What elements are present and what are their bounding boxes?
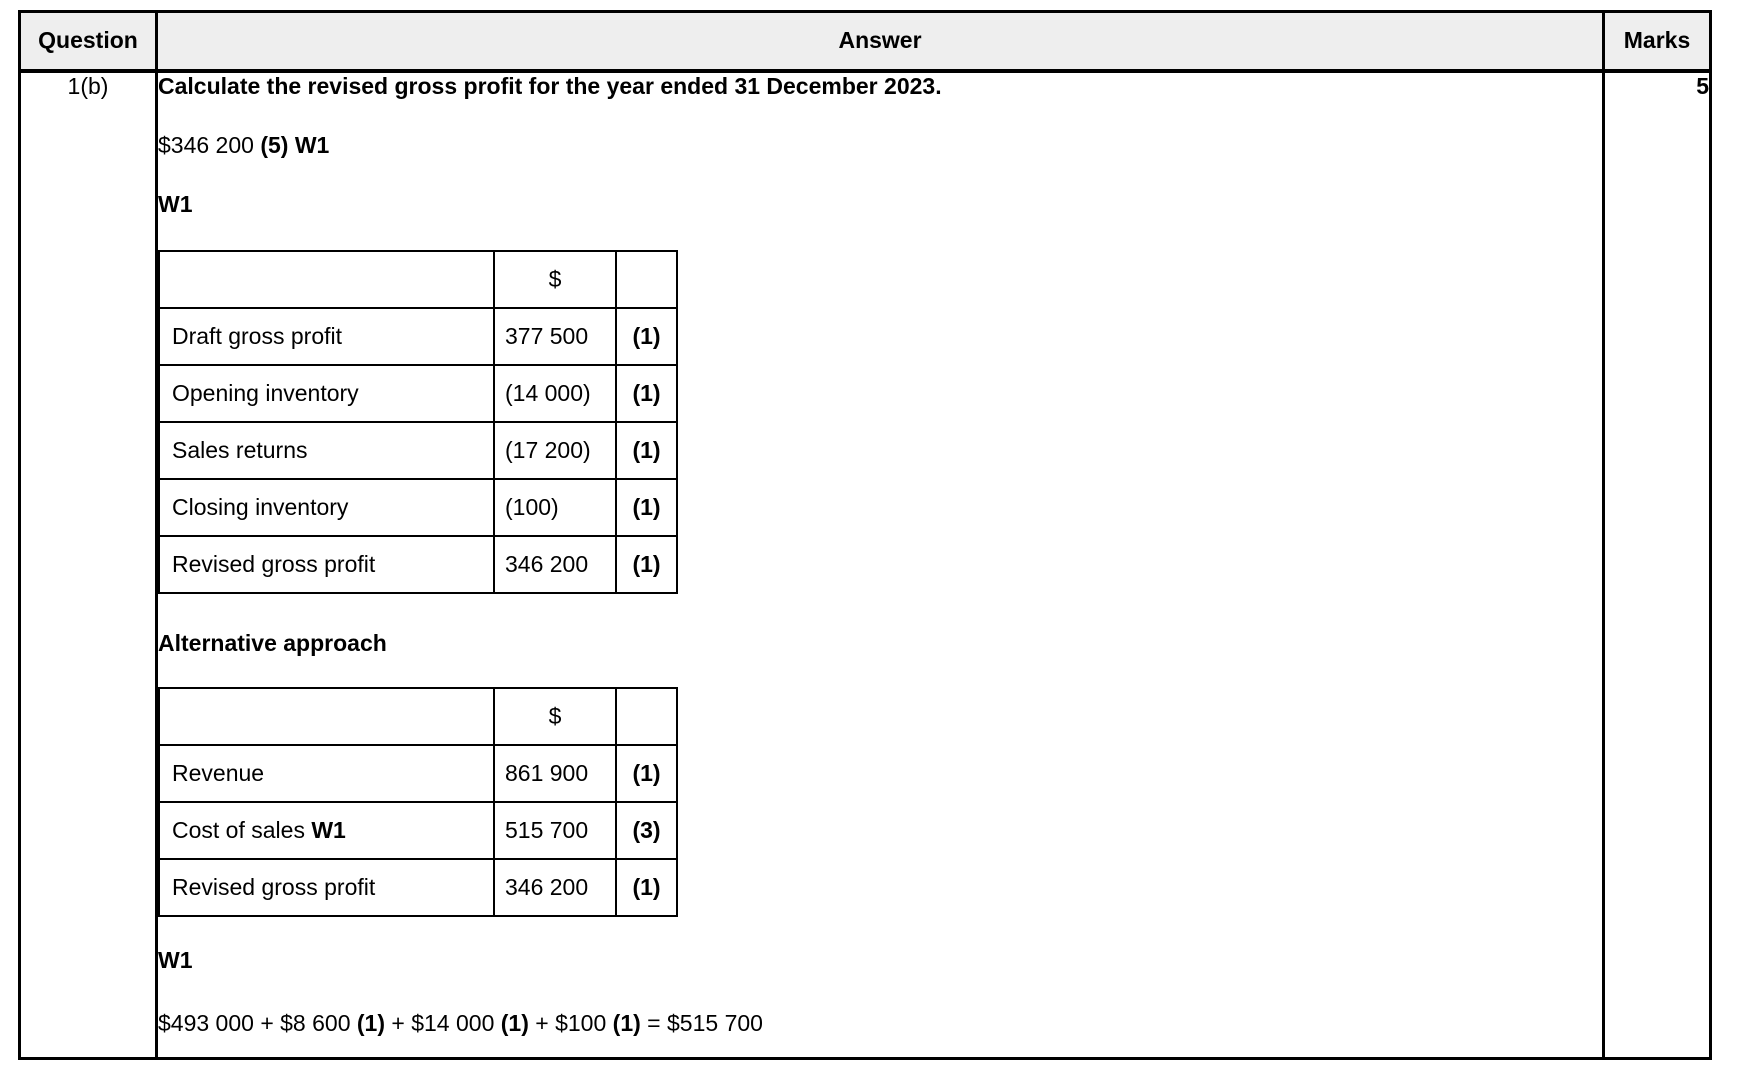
row-value: 861 900 — [493, 743, 617, 803]
row-mark: (1) — [615, 857, 678, 917]
row-label-text: Cost of sales — [172, 816, 312, 843]
working2-heading: W1 — [158, 946, 193, 973]
row-mark: (1) — [615, 477, 678, 537]
result-value: $346 200 — [158, 131, 254, 158]
row-mark: (1) — [615, 420, 678, 480]
row-mark: (1) — [615, 743, 678, 803]
formula-segment: = $515 700 — [640, 1009, 763, 1036]
dollar-column-header: $ — [493, 249, 617, 309]
result-mark: (5) — [253, 131, 289, 158]
formula-segment: + $100 — [528, 1009, 613, 1036]
table-header-row: $ — [158, 249, 678, 309]
table-row: Revenue 861 900 (1) — [158, 743, 678, 803]
blank-mark-header-cell — [615, 686, 678, 746]
table-row: Revised gross profit 346 200 (1) — [158, 534, 678, 594]
row-label: Revised gross profit — [158, 534, 495, 594]
alternative-approach-heading: Alternative approach — [158, 629, 387, 656]
row-label: Draft gross profit — [158, 306, 495, 366]
answer-row: 1(b) Calculate the revised gross profit … — [18, 69, 1712, 1060]
table-row: Closing inventory (100) (1) — [158, 477, 678, 537]
blank-header-cell — [158, 686, 495, 746]
table-row: Sales returns (17 200) (1) — [158, 420, 678, 480]
row-mark: (1) — [615, 306, 678, 366]
answer-cell: Calculate the revised gross profit for t… — [155, 69, 1605, 1060]
header-row: Question Answer Marks — [18, 10, 1712, 73]
working-table-2: $ Revenue 861 900 (1) Cost of sales W1 5… — [158, 686, 678, 917]
question-id-cell: 1(b) — [18, 69, 158, 1060]
row-value: (100) — [493, 477, 617, 537]
table-row: Revised gross profit 346 200 (1) — [158, 857, 678, 917]
header-answer-cell: Answer — [155, 10, 1605, 73]
row-label-working-ref: W1 — [311, 816, 346, 843]
row-value: (17 200) — [493, 420, 617, 480]
table-row: Draft gross profit 377 500 (1) — [158, 306, 678, 366]
table-header-row: $ — [158, 686, 678, 746]
formula-segment: $493 000 + $8 600 — [158, 1009, 357, 1036]
dollar-column-header: $ — [493, 686, 617, 746]
table-row: Cost of sales W1 515 700 (3) — [158, 800, 678, 860]
formula-mark: (1) — [612, 1009, 641, 1036]
marks-value: 5 — [1696, 72, 1709, 99]
formula-mark: (1) — [356, 1009, 386, 1036]
mark-scheme-table: Question Answer Marks 1(b) Calculate the… — [18, 10, 1712, 1060]
row-label: Revenue — [158, 743, 495, 803]
result-working-ref: W1 — [288, 131, 330, 158]
row-label: Opening inventory — [158, 363, 495, 423]
cost-of-sales-formula: $493 000 + $8 600 (1) + $14 000 (1) + $1… — [158, 1010, 1602, 1037]
row-value: 377 500 — [493, 306, 617, 366]
table-row: Opening inventory (14 000) (1) — [158, 363, 678, 423]
question-title: Calculate the revised gross profit for t… — [158, 72, 942, 99]
formula-segment: + $14 000 — [385, 1009, 501, 1036]
row-label: Sales returns — [158, 420, 495, 480]
working1-heading: W1 — [158, 190, 193, 217]
row-mark: (1) — [615, 534, 678, 594]
row-value: 346 200 — [493, 857, 617, 917]
header-marks-cell: Marks — [1602, 10, 1712, 73]
row-label: Cost of sales W1 — [158, 800, 495, 860]
row-value: 515 700 — [493, 800, 617, 860]
blank-header-cell — [158, 249, 495, 309]
row-mark: (3) — [615, 800, 678, 860]
formula-mark: (1) — [500, 1009, 529, 1036]
blank-mark-header-cell — [615, 249, 678, 309]
row-label: Revised gross profit — [158, 857, 495, 917]
result-line: $346 200 (5) W1 — [158, 132, 1602, 159]
row-label: Closing inventory — [158, 477, 495, 537]
row-value: 346 200 — [493, 534, 617, 594]
row-value: (14 000) — [493, 363, 617, 423]
header-question-cell: Question — [18, 10, 158, 73]
question-id: 1(b) — [67, 72, 109, 99]
row-mark: (1) — [615, 363, 678, 423]
marks-cell: 5 — [1602, 69, 1712, 1060]
working-table-1: $ Draft gross profit 377 500 (1) Opening… — [158, 249, 678, 594]
